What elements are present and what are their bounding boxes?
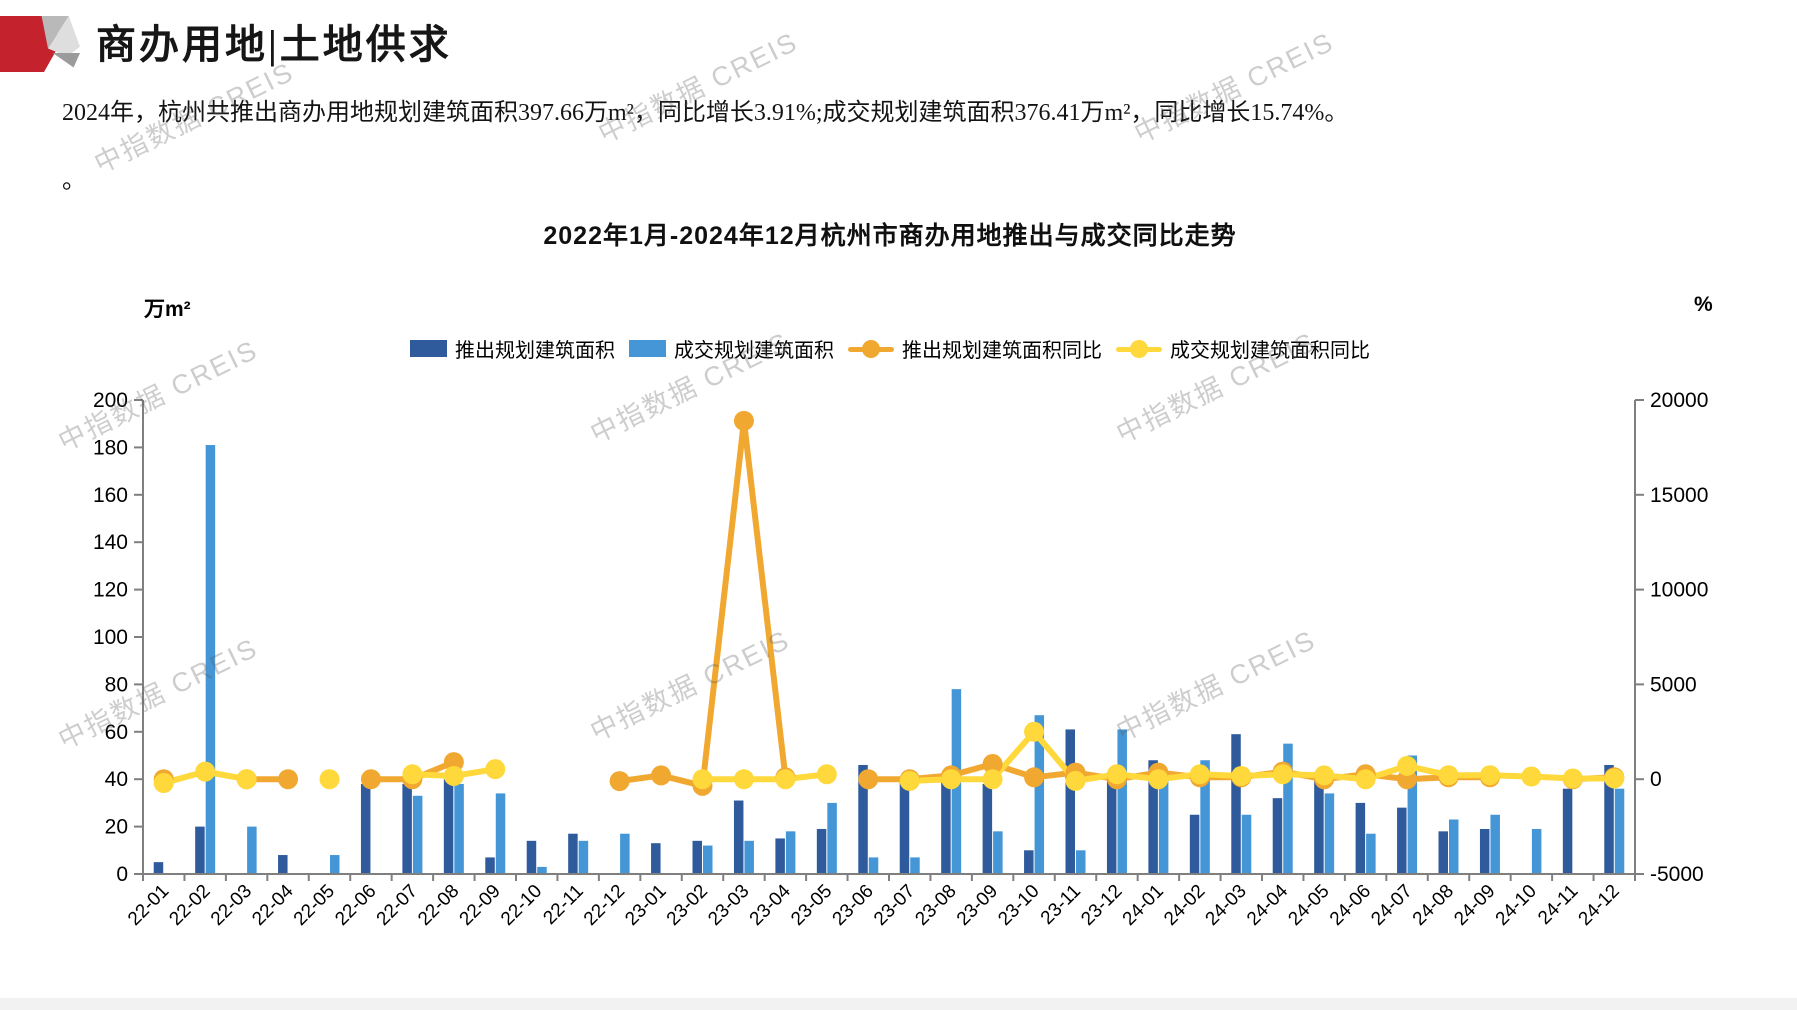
svg-text:24-01: 24-01 xyxy=(1119,881,1168,930)
svg-text:20: 20 xyxy=(105,816,128,839)
svg-text:23-11: 23-11 xyxy=(1037,881,1085,929)
legend-swatch-icon xyxy=(410,340,447,357)
legend-line-marker-icon xyxy=(1116,339,1162,358)
svg-text:24-05: 24-05 xyxy=(1284,881,1333,930)
svg-text:20000: 20000 xyxy=(1650,389,1708,412)
svg-text:24-10: 24-10 xyxy=(1492,881,1541,930)
svg-text:23-01: 23-01 xyxy=(621,881,670,930)
svg-text:24-03: 24-03 xyxy=(1202,881,1251,930)
svg-text:-5000: -5000 xyxy=(1650,863,1704,886)
legend-item-1: 成交规划建筑面积 xyxy=(629,334,834,363)
svg-text:22-04: 22-04 xyxy=(248,880,298,930)
svg-text:5000: 5000 xyxy=(1650,673,1697,696)
svg-text:200: 200 xyxy=(93,389,128,412)
svg-text:22-08: 22-08 xyxy=(414,881,463,930)
svg-text:24-12: 24-12 xyxy=(1575,881,1624,930)
svg-text:22-05: 22-05 xyxy=(290,881,339,930)
chart-legend: 推出规划建筑面积 成交规划建筑面积 推出规划建筑面积同比 成交规划建筑面积同比 xyxy=(0,334,1780,363)
svg-text:120: 120 xyxy=(93,579,128,602)
legend-item-3: 成交规划建筑面积同比 xyxy=(1116,334,1370,363)
svg-text:100: 100 xyxy=(93,626,128,649)
chart-title: 2022年1月-2024年12月杭州市商办用地推出与成交同比走势 xyxy=(543,222,1237,250)
svg-text:22-02: 22-02 xyxy=(165,881,214,930)
footer-band xyxy=(0,998,1797,1010)
legend-line-marker-icon xyxy=(848,339,894,358)
svg-text:0: 0 xyxy=(1650,768,1662,791)
svg-text:24-06: 24-06 xyxy=(1326,881,1375,930)
legend-item-0: 推出规划建筑面积 xyxy=(410,334,615,363)
svg-text:80: 80 xyxy=(105,673,128,696)
legend-swatch-icon xyxy=(629,340,666,357)
svg-text:23-08: 23-08 xyxy=(911,881,960,930)
svg-text:23-03: 23-03 xyxy=(704,881,753,930)
svg-text:0: 0 xyxy=(116,863,128,886)
left-axis-unit-label: 万m² xyxy=(144,298,191,321)
legend-label: 成交规划建筑面积 xyxy=(674,340,834,362)
svg-text:22-09: 22-09 xyxy=(456,881,505,930)
svg-text:23-04: 23-04 xyxy=(746,880,796,930)
page-title: 商办用地|土地供求 xyxy=(96,22,452,67)
svg-text:22-12: 22-12 xyxy=(580,881,629,930)
svg-text:140: 140 xyxy=(93,531,128,554)
svg-text:22-01: 22-01 xyxy=(124,881,173,930)
svg-text:22-10: 22-10 xyxy=(497,881,546,930)
svg-text:22-07: 22-07 xyxy=(373,881,422,930)
svg-text:22-03: 22-03 xyxy=(207,881,256,930)
summary-period: 。 xyxy=(62,168,86,194)
svg-text:24-04: 24-04 xyxy=(1243,880,1293,930)
svg-text:60: 60 xyxy=(105,721,128,744)
svg-text:23-07: 23-07 xyxy=(870,881,919,930)
svg-text:22-06: 22-06 xyxy=(331,881,380,930)
svg-text:10000: 10000 xyxy=(1650,579,1708,602)
svg-text:24-09: 24-09 xyxy=(1450,881,1499,930)
svg-text:24-02: 24-02 xyxy=(1160,881,1209,930)
svg-text:23-06: 23-06 xyxy=(829,881,878,930)
svg-text:24-11: 24-11 xyxy=(1534,881,1582,929)
creis-logo xyxy=(0,16,80,72)
svg-text:23-12: 23-12 xyxy=(1077,881,1126,930)
svg-text:22-11: 22-11 xyxy=(539,881,587,929)
svg-text:24-08: 24-08 xyxy=(1409,881,1458,930)
legend-label: 推出规划建筑面积 xyxy=(455,340,615,362)
summary-text: 2024年，杭州共推出商办用地规划建筑面积397.66万m²，同比增长3.91%… xyxy=(62,100,1349,126)
legend-item-2: 推出规划建筑面积同比 xyxy=(848,334,1102,363)
svg-text:23-05: 23-05 xyxy=(787,881,836,930)
svg-text:180: 180 xyxy=(93,436,128,459)
svg-text:23-09: 23-09 xyxy=(953,881,1002,930)
svg-text:23-02: 23-02 xyxy=(663,881,712,930)
right-axis-unit-label: % xyxy=(1694,293,1713,316)
legend-label: 成交规划建筑面积同比 xyxy=(1170,340,1370,362)
svg-text:40: 40 xyxy=(105,768,128,791)
svg-text:15000: 15000 xyxy=(1650,484,1708,507)
svg-text:160: 160 xyxy=(93,484,128,507)
svg-text:23-10: 23-10 xyxy=(994,881,1043,930)
legend-label: 推出规划建筑面积同比 xyxy=(902,340,1102,362)
svg-text:24-07: 24-07 xyxy=(1367,881,1416,930)
